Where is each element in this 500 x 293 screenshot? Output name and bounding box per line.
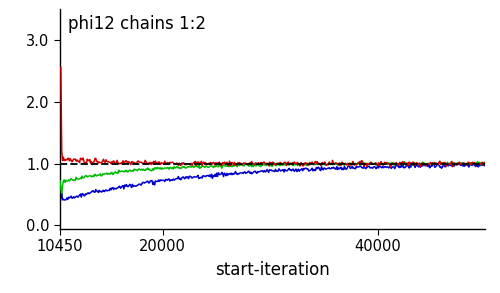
X-axis label: start-iteration: start-iteration	[215, 261, 330, 279]
Text: phi12 chains 1:2: phi12 chains 1:2	[68, 15, 206, 33]
